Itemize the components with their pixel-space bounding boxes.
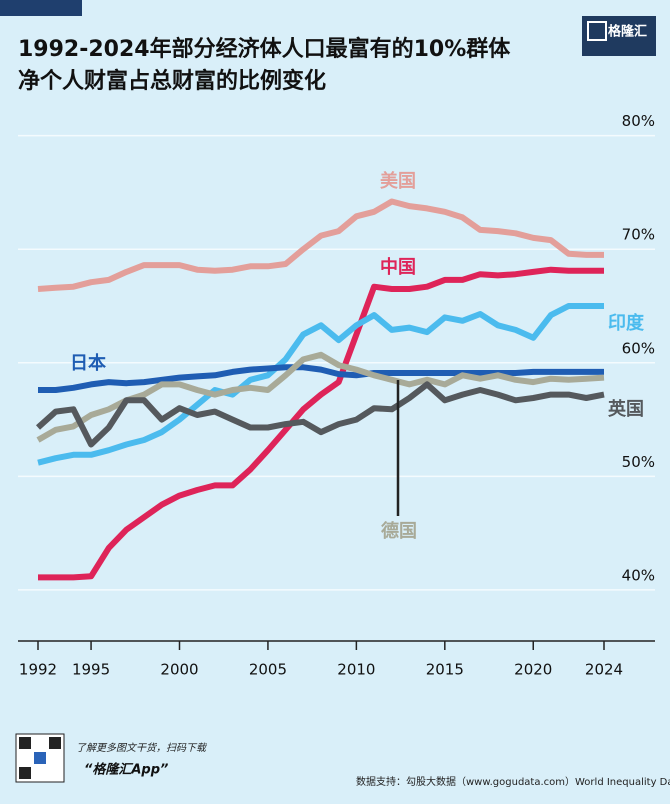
x-tick-label: 1992 bbox=[19, 661, 57, 679]
qr-corner bbox=[19, 737, 31, 749]
chart-title: 1992-2024年部分经济体人口最富有的10%群体 bbox=[18, 36, 511, 62]
y-tick-label: 50% bbox=[622, 453, 655, 471]
qr-corner bbox=[49, 737, 61, 749]
logo-text: 格隆汇 bbox=[608, 24, 647, 40]
chart-subtitle: 净个人财富占总财富的比例变化 bbox=[18, 68, 326, 94]
x-tick-label: 2024 bbox=[585, 661, 623, 679]
logo: 格隆汇 bbox=[582, 16, 656, 56]
series-label: 中国 bbox=[380, 256, 416, 278]
series-line bbox=[38, 364, 604, 393]
x-tick-label: 2000 bbox=[160, 661, 198, 679]
qr-logo bbox=[34, 752, 46, 764]
series-line bbox=[38, 266, 604, 581]
footer-app: “格隆汇App” bbox=[84, 762, 168, 778]
x-tick-label: 2010 bbox=[337, 661, 375, 679]
y-tick-label: 80% bbox=[622, 112, 655, 130]
series-label: 日本 bbox=[70, 352, 106, 374]
x-tick-label: 2020 bbox=[514, 661, 552, 679]
footer-note: 了解更多图文干货，扫码下载 bbox=[76, 742, 208, 754]
series-label: 印度 bbox=[608, 312, 645, 334]
qr-code bbox=[15, 733, 65, 783]
x-tick-label: 2015 bbox=[426, 661, 464, 679]
source: 数据支持：勾股大数据（www.gogudata.com）World Inequa… bbox=[356, 775, 670, 788]
x-tick-label: 1995 bbox=[72, 661, 110, 679]
series-label: 英国 bbox=[607, 398, 644, 420]
y-tick-label: 40% bbox=[622, 566, 655, 584]
series-line bbox=[35, 381, 605, 448]
top-tab bbox=[0, 0, 82, 16]
x-tick-label: 2005 bbox=[249, 661, 287, 679]
logo-icon bbox=[587, 21, 607, 41]
series-line bbox=[37, 303, 604, 466]
y-tick-label: 70% bbox=[622, 226, 655, 244]
series-label: 德国 bbox=[381, 520, 417, 542]
qr-corner bbox=[19, 767, 31, 779]
series-label: 美国 bbox=[380, 170, 416, 192]
y-tick-label: 60% bbox=[622, 339, 655, 357]
series-line bbox=[37, 198, 604, 292]
